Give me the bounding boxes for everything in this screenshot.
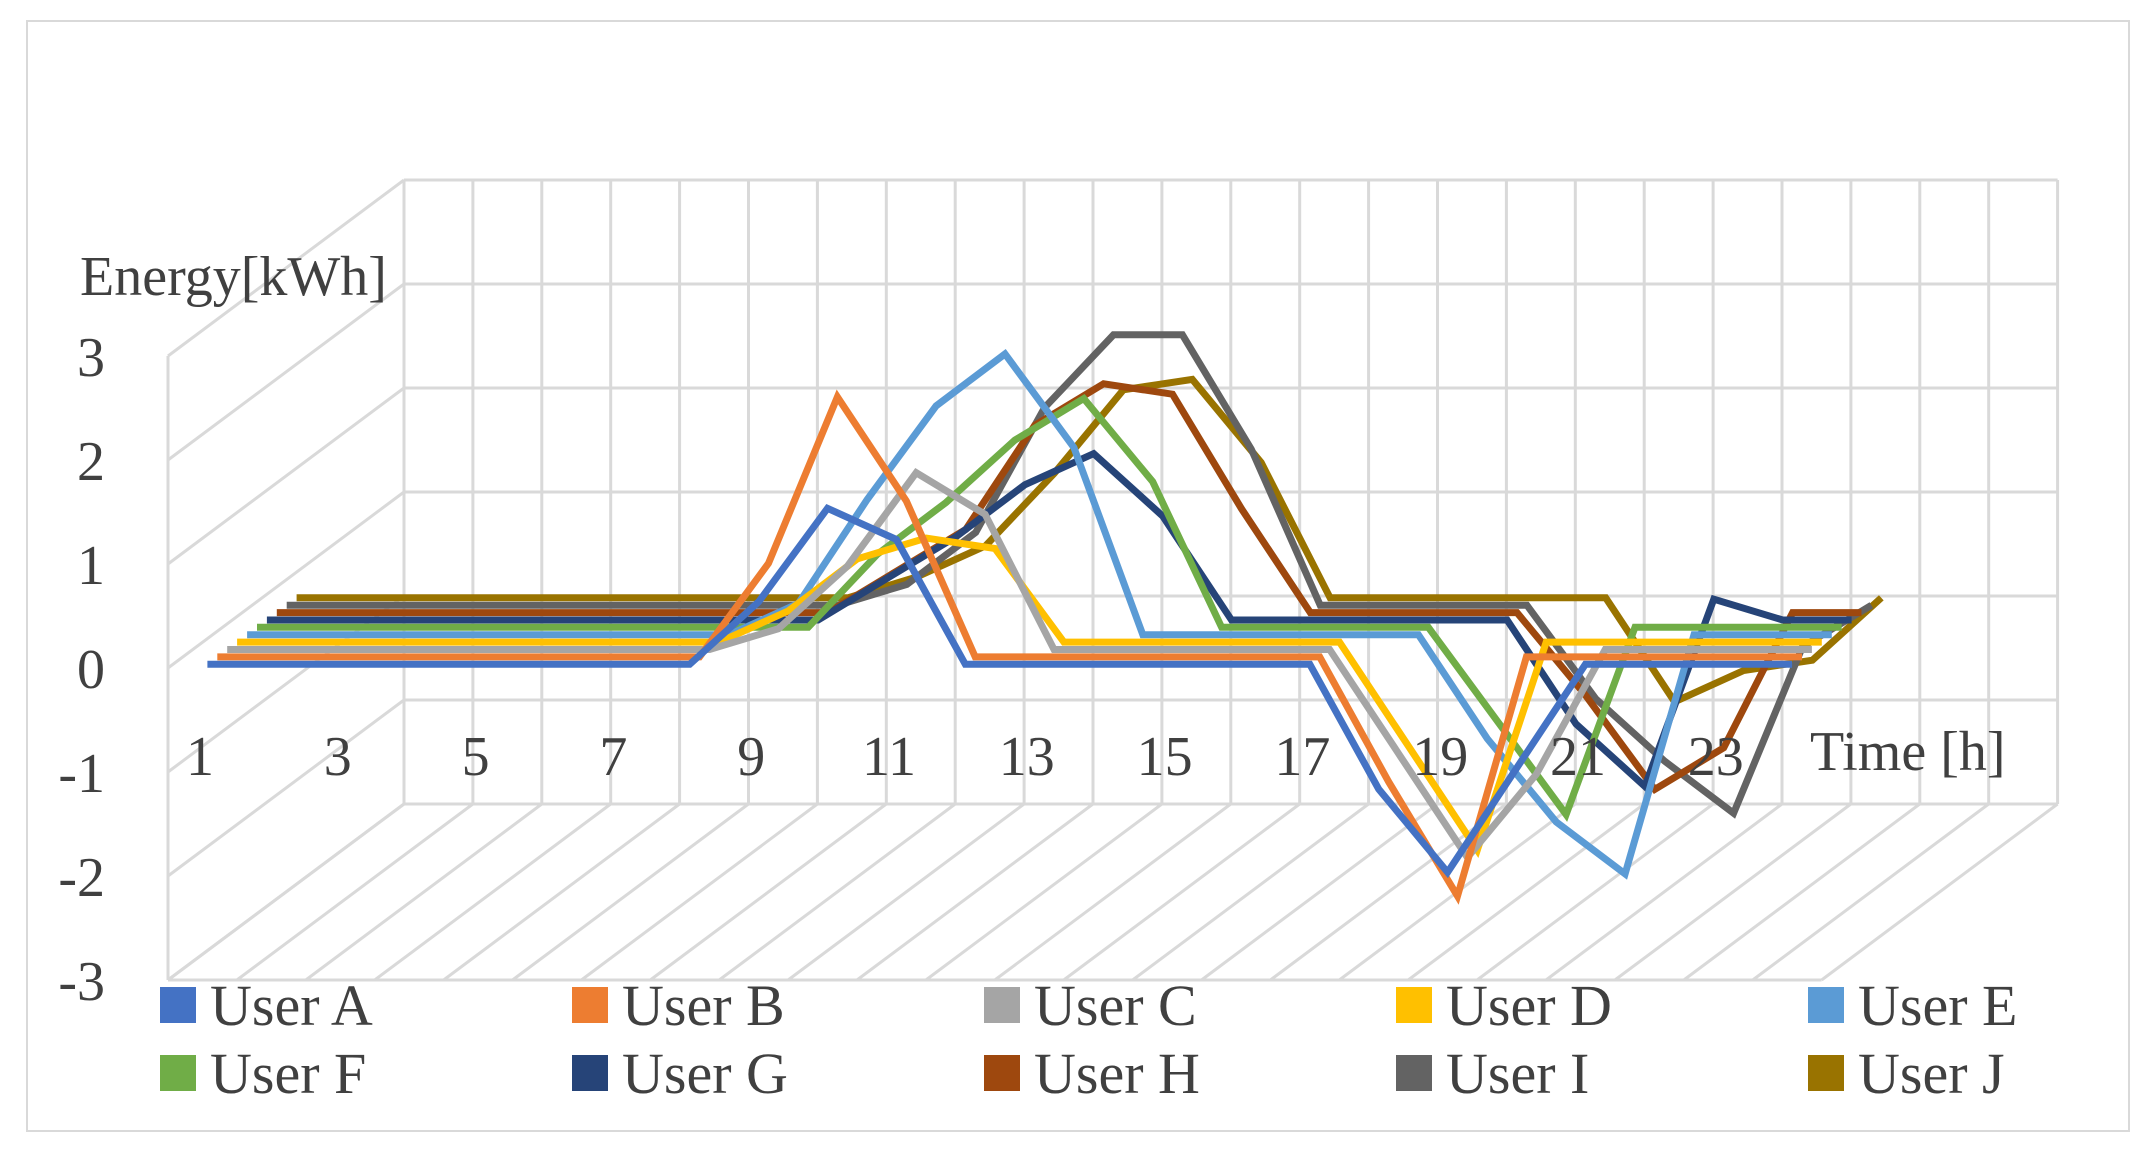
y-axis-label: Energy[kWh] [80,246,387,308]
grid-line-floor [580,802,819,982]
grid-line-side [167,698,405,878]
series-line-user-g [266,449,1852,793]
legend-label: User E [1858,973,2017,1038]
y-tick-label: -1 [58,743,105,805]
series-line-user-a [207,503,1793,879]
grid-line-side [167,282,405,462]
x-tick-label: 13 [999,726,1055,788]
grid-line-floor [1131,802,1370,982]
legend-swatch [984,1055,1020,1091]
x-tick-label: 15 [1137,726,1193,788]
grid-line-floor [1062,802,1301,982]
legend-swatch [160,987,196,1023]
x-tick-label: 9 [737,726,765,788]
grid-line-floor [236,802,474,982]
x-tick-label: 17 [1274,726,1330,788]
grid-line-floor [925,802,1163,982]
legend-label: User B [622,973,785,1038]
y-tick-label: 1 [77,535,105,597]
grid-line-floor [993,802,1232,982]
series-line-user-b [217,389,1802,905]
grid-line-floor [1614,802,1852,982]
grid-line-floor [718,802,957,982]
legend-label: User G [622,1041,788,1106]
grid-line-floor [1820,802,2059,982]
grid-line-floor [373,802,612,982]
legend-label: User I [1446,1041,1589,1106]
legend-label: User H [1034,1041,1200,1106]
legend-swatch [1808,1055,1844,1091]
legend-label: User J [1858,1041,2005,1106]
legend-label: User D [1446,973,1612,1038]
x-axis-label: Time [h] [1810,721,2006,783]
legend-label: User A [210,973,373,1038]
grid-line-floor [649,802,888,982]
x-tick-label: 3 [324,726,352,788]
y-tick-label: 2 [77,431,105,493]
grid-line-floor [1751,802,1990,982]
chart-series-lines [207,331,1884,905]
grid-line-floor [304,802,543,982]
legend-swatch [984,987,1020,1023]
legend-swatch [160,1055,196,1091]
y-tick-label: -2 [58,847,105,909]
chart-legend: User A User B User C User D User E User F User… [160,973,2017,1106]
grid-line-floor [1269,802,1508,982]
series-line-user-e [247,348,1832,880]
x-tick-label: 19 [1412,726,1468,788]
x-tick-label: 21 [1550,726,1606,788]
legend-swatch [1396,987,1432,1023]
legend-swatch [1396,1055,1432,1091]
legend-swatch [1808,987,1844,1023]
grid-line-floor [1545,802,1783,982]
x-tick-label: 7 [599,726,627,788]
x-tick-label: 23 [1688,726,1744,788]
y-tick-label: 3 [77,327,105,389]
chart-grid [166,178,2060,982]
series-line-user-j [296,375,1884,707]
grid-line-floor [787,802,1025,982]
legend-label: User C [1034,973,1197,1038]
chart-frame [26,20,2130,1132]
grid-line-floor [1200,802,1439,982]
grid-line-floor [856,802,1094,982]
y-tick-label: -3 [58,951,105,1013]
x-tick-label: 11 [862,726,916,788]
grid-line-floor [1476,802,1714,982]
grid-line-floor [1407,802,1646,982]
grid-line-side [167,490,405,670]
grid-line-floor [1682,802,1921,982]
legend-swatch [572,987,608,1023]
legend-swatch [572,1055,608,1091]
x-tick-label: 5 [462,726,490,788]
x-tick-label: 1 [186,726,214,788]
grid-line-side [167,178,405,358]
series-line-user-i [286,331,1874,819]
grid-line-floor [167,802,405,982]
grid-line-side [167,386,405,566]
y-tick-label: 0 [77,639,105,701]
grid-line-floor [511,802,750,982]
legend-label: User F [210,1041,366,1106]
grid-line-floor [442,802,681,982]
series-line-user-c [227,468,1812,864]
